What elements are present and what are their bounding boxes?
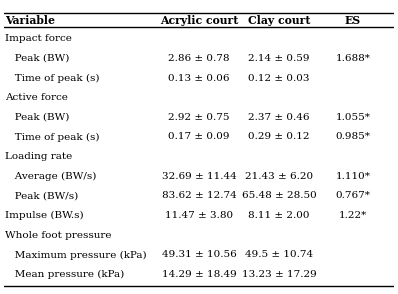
Text: 0.29 ± 0.12: 0.29 ± 0.12 [248,133,310,141]
Text: 13.23 ± 17.29: 13.23 ± 17.29 [242,270,316,279]
Text: 1.110*: 1.110* [336,172,371,181]
Text: ES: ES [345,15,361,26]
Text: Clay court: Clay court [248,15,310,26]
Text: 0.13 ± 0.06: 0.13 ± 0.06 [168,74,230,83]
Text: Peak (BW): Peak (BW) [5,113,70,122]
Text: 2.14 ± 0.59: 2.14 ± 0.59 [248,54,310,63]
Text: 0.767*: 0.767* [336,191,371,201]
Text: 0.12 ± 0.03: 0.12 ± 0.03 [248,74,310,83]
Text: 2.92 ± 0.75: 2.92 ± 0.75 [168,113,230,122]
Text: Average (BW/s): Average (BW/s) [5,172,97,181]
Text: 2.86 ± 0.78: 2.86 ± 0.78 [168,54,230,63]
Text: 83.62 ± 12.74: 83.62 ± 12.74 [162,191,236,201]
Text: Loading rate: Loading rate [5,152,72,161]
Text: Peak (BW): Peak (BW) [5,54,70,63]
Text: Mean pressure (kPa): Mean pressure (kPa) [5,270,125,279]
Text: 0.985*: 0.985* [336,133,371,141]
Text: Whole foot pressure: Whole foot pressure [5,231,112,240]
Text: 21.43 ± 6.20: 21.43 ± 6.20 [245,172,313,181]
Text: 32.69 ± 11.44: 32.69 ± 11.44 [162,172,236,181]
Text: Impact force: Impact force [5,34,72,43]
Text: 0.17 ± 0.09: 0.17 ± 0.09 [168,133,230,141]
Text: Time of peak (s): Time of peak (s) [5,132,100,141]
Text: Acrylic court: Acrylic court [160,15,238,26]
Text: 14.29 ± 18.49: 14.29 ± 18.49 [162,270,236,279]
Text: Active force: Active force [5,93,68,102]
Text: Peak (BW/s): Peak (BW/s) [5,191,78,201]
Text: Impulse (BW.s): Impulse (BW.s) [5,211,84,220]
Text: Variable: Variable [5,15,55,26]
Text: 11.47 ± 3.80: 11.47 ± 3.80 [165,211,233,220]
Text: 65.48 ± 28.50: 65.48 ± 28.50 [242,191,316,201]
Text: Maximum pressure (kPa): Maximum pressure (kPa) [5,250,147,260]
Text: 1.055*: 1.055* [336,113,371,122]
Text: 2.37 ± 0.46: 2.37 ± 0.46 [248,113,310,122]
Text: 1.688*: 1.688* [336,54,371,63]
Text: Time of peak (s): Time of peak (s) [5,74,100,83]
Text: 49.31 ± 10.56: 49.31 ± 10.56 [162,250,236,259]
Text: 49.5 ± 10.74: 49.5 ± 10.74 [245,250,313,259]
Text: 8.11 ± 2.00: 8.11 ± 2.00 [248,211,310,220]
Text: 1.22*: 1.22* [339,211,367,220]
